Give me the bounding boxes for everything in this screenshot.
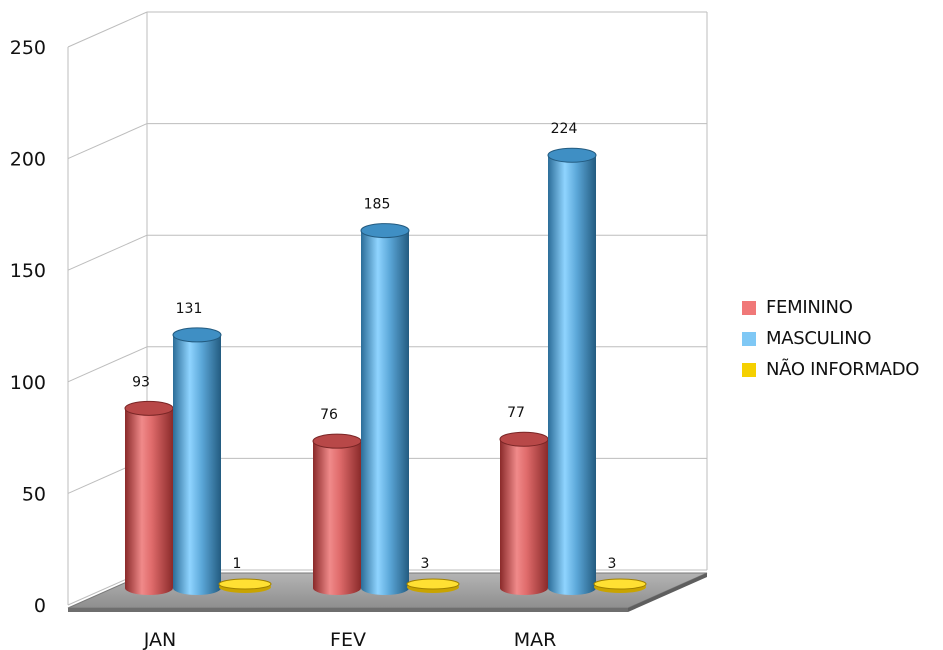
bar-jan-0 <box>124 400 174 595</box>
data-label: 224 <box>551 121 578 137</box>
legend-swatch-masculino <box>742 331 756 346</box>
chart-text: 0 50 100 150 200 250 93 131 1 JAN 76 185 3 FEV 77 224 3 M… <box>10 37 617 650</box>
bar-base <box>500 581 548 595</box>
data-label: 3 <box>608 556 617 572</box>
bar-base <box>313 581 361 595</box>
grid-depth-line-250 <box>67 11 148 48</box>
legend-label-nao-informado: NÃO INFORMADO <box>766 359 920 380</box>
bar-body <box>500 439 548 588</box>
bar-body <box>313 441 361 588</box>
bar-top <box>547 147 597 163</box>
bar-disk-top <box>593 578 647 590</box>
bar-body <box>173 334 221 588</box>
data-label: 76 <box>320 407 338 423</box>
data-label: 93 <box>132 374 150 390</box>
bar-disk-top <box>406 578 460 590</box>
bar-body <box>548 155 596 588</box>
bar-top <box>172 327 222 343</box>
bar-top <box>312 433 362 449</box>
bar-fev-2 <box>406 578 460 593</box>
legend-label-feminino: FEMININO <box>766 297 853 318</box>
grid-depth-line-100 <box>67 346 148 383</box>
y-tick-label: 0 <box>34 595 46 617</box>
floor-edge <box>68 608 628 612</box>
bar-jan-2 <box>218 578 272 593</box>
y-tick-label: 100 <box>10 372 46 394</box>
bar-base <box>361 581 409 595</box>
x-category-label: JAN <box>143 629 176 650</box>
bar-disk-top <box>218 578 272 590</box>
legend-swatch-feminino <box>742 300 756 315</box>
data-label: 3 <box>421 556 430 572</box>
bar-base <box>173 581 221 595</box>
grid-depth-line-200 <box>67 123 148 160</box>
bar-mar-2 <box>593 578 647 593</box>
legend-item-masculino: MASCULINO <box>742 323 919 354</box>
data-label: 1 <box>233 556 242 572</box>
x-category-label: MAR <box>514 629 557 650</box>
bar-body <box>125 408 173 588</box>
bar-fev-0 <box>312 433 362 595</box>
legend-label-masculino: MASCULINO <box>766 328 872 349</box>
floor-side <box>628 573 707 612</box>
data-label: 185 <box>364 197 391 213</box>
bar-base <box>125 581 173 595</box>
x-category-label: FEV <box>330 629 366 650</box>
data-label: 77 <box>507 405 525 421</box>
bar-fev-1 <box>360 223 410 595</box>
grid-depth-line-150 <box>67 234 148 271</box>
y-tick-label: 50 <box>22 483 46 505</box>
legend-swatch-nao-informado <box>742 362 756 377</box>
y-tick-label: 200 <box>10 149 46 171</box>
y-tick-label: 250 <box>10 37 46 59</box>
bar-jan-1 <box>172 327 222 595</box>
legend-item-feminino: FEMININO <box>742 292 919 323</box>
y-tick-label: 150 <box>10 260 46 282</box>
legend-item-nao-informado: NÃO INFORMADO <box>742 354 919 385</box>
bar-mar-1 <box>547 147 597 595</box>
bar-mar-0 <box>499 431 549 595</box>
chart-bars <box>124 147 647 595</box>
bar-top <box>124 400 174 416</box>
data-label: 131 <box>176 301 203 317</box>
bar-body <box>361 230 409 588</box>
bar-top <box>360 223 410 239</box>
bar-base <box>548 581 596 595</box>
legend: FEMININO MASCULINO NÃO INFORMADO <box>742 292 919 385</box>
bar-top <box>499 431 549 447</box>
